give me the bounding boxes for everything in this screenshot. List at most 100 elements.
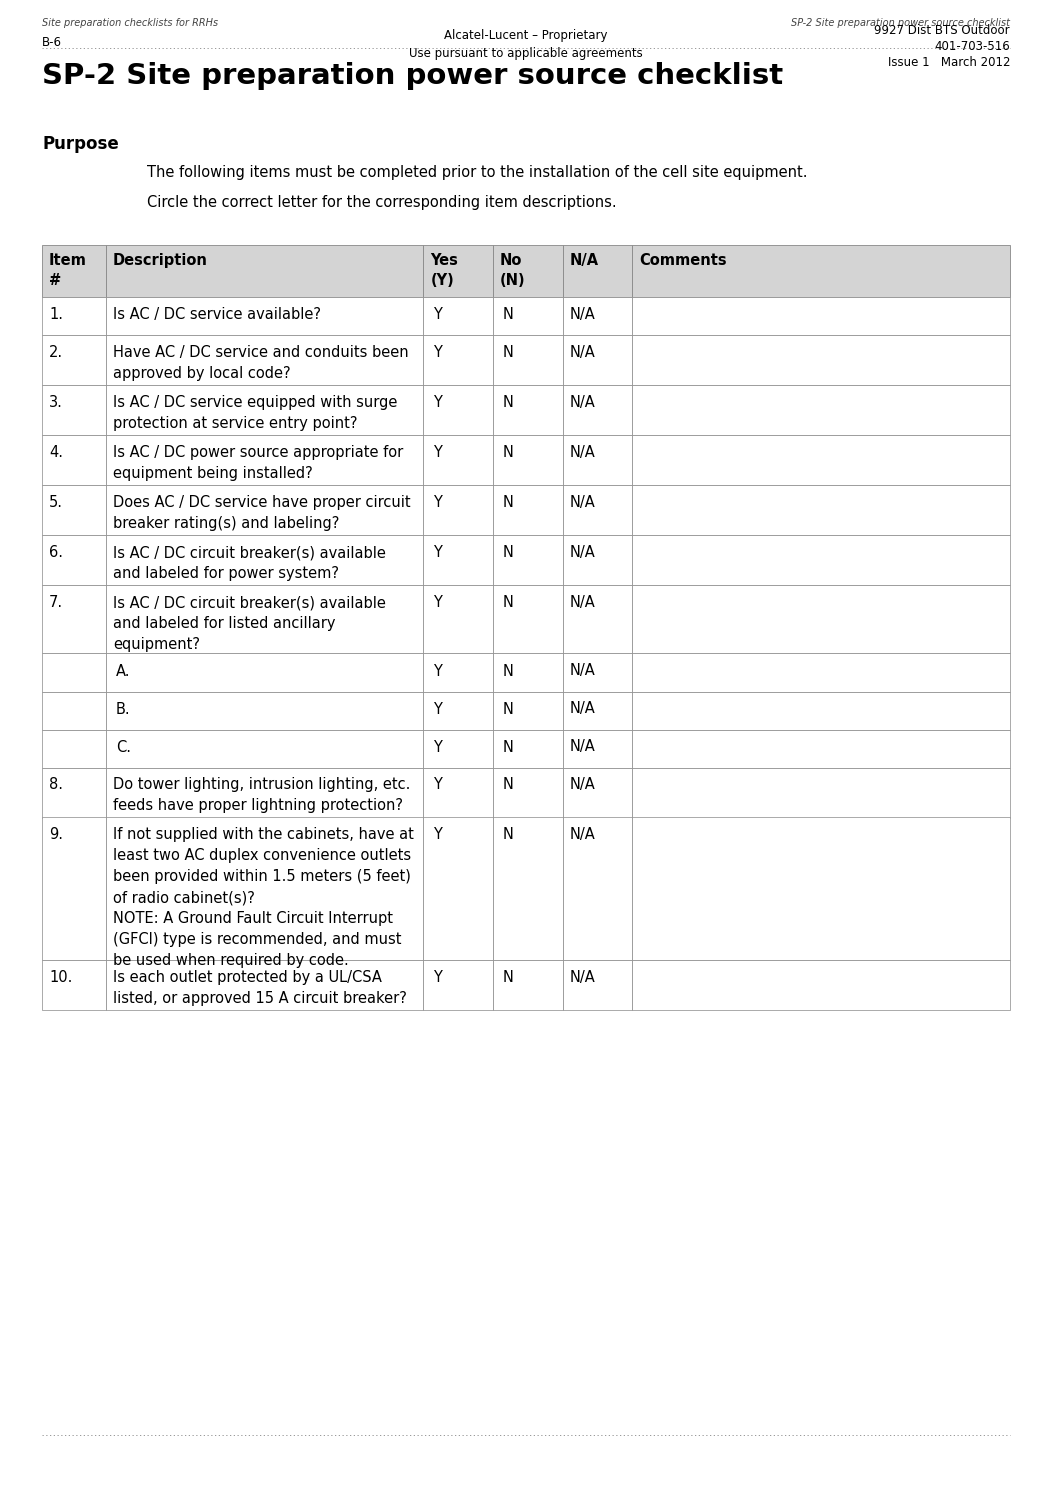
Bar — [493, 584, 563, 653]
Bar — [563, 767, 632, 818]
Bar — [493, 818, 563, 961]
Text: 10.: 10. — [49, 970, 73, 984]
Text: B-6: B-6 — [42, 36, 62, 49]
Text: N/A: N/A — [570, 595, 595, 610]
Text: Use pursuant to applicable agreements: Use pursuant to applicable agreements — [409, 46, 643, 59]
Text: 2.: 2. — [49, 345, 63, 360]
Bar — [42, 818, 106, 961]
Text: N/A: N/A — [570, 445, 595, 459]
Bar — [42, 767, 106, 818]
Text: Y: Y — [433, 663, 442, 678]
Text: N/A: N/A — [570, 778, 595, 793]
Bar — [42, 730, 106, 767]
Bar — [106, 245, 423, 297]
Bar — [632, 691, 1010, 730]
Bar — [106, 691, 423, 730]
Text: N: N — [503, 495, 514, 510]
Bar — [42, 653, 106, 691]
Bar — [493, 297, 563, 335]
Bar — [563, 653, 632, 691]
Bar — [42, 436, 106, 485]
Bar — [42, 297, 106, 335]
Text: Y: Y — [433, 345, 442, 360]
Bar — [493, 436, 563, 485]
Text: N/A: N/A — [570, 739, 595, 754]
Text: C.: C. — [116, 739, 130, 754]
Bar — [423, 653, 493, 691]
Bar — [493, 335, 563, 385]
Text: A.: A. — [116, 663, 130, 678]
Text: If not supplied with the cabinets, have at
least two AC duplex convenience outle: If not supplied with the cabinets, have … — [113, 827, 413, 968]
Bar — [423, 961, 493, 1010]
Text: Y: Y — [433, 778, 442, 793]
Bar — [423, 335, 493, 385]
Bar — [563, 535, 632, 584]
Text: N/A: N/A — [570, 663, 595, 678]
Text: N/A: N/A — [570, 702, 595, 717]
Text: N/A: N/A — [570, 345, 595, 360]
Bar — [493, 245, 563, 297]
Bar — [423, 818, 493, 961]
Text: Does AC / DC service have proper circuit
breaker rating(s) and labeling?: Does AC / DC service have proper circuit… — [113, 495, 410, 531]
Bar — [423, 767, 493, 818]
Bar — [632, 767, 1010, 818]
Text: Is AC / DC power source appropriate for
equipment being installed?: Is AC / DC power source appropriate for … — [113, 445, 403, 480]
Bar — [106, 767, 423, 818]
Bar — [106, 335, 423, 385]
Bar — [106, 653, 423, 691]
Bar — [563, 335, 632, 385]
Text: Is each outlet protected by a UL/CSA
listed, or approved 15 A circuit breaker?: Is each outlet protected by a UL/CSA lis… — [113, 970, 407, 1007]
Text: N: N — [503, 345, 514, 360]
Bar — [423, 297, 493, 335]
Text: N/A: N/A — [570, 546, 595, 561]
Text: N: N — [503, 778, 514, 793]
Text: Alcatel-Lucent – Proprietary: Alcatel-Lucent – Proprietary — [444, 30, 608, 43]
Text: Y: Y — [433, 595, 442, 610]
Bar — [42, 961, 106, 1010]
Bar — [632, 730, 1010, 767]
Bar — [42, 535, 106, 584]
Bar — [423, 691, 493, 730]
Text: Y: Y — [433, 445, 442, 459]
Bar — [563, 485, 632, 535]
Bar — [632, 535, 1010, 584]
Text: N/A: N/A — [570, 306, 595, 323]
Text: N: N — [503, 445, 514, 459]
Bar — [563, 961, 632, 1010]
Text: Y: Y — [433, 827, 442, 843]
Text: 7.: 7. — [49, 595, 63, 610]
Bar — [632, 961, 1010, 1010]
Text: N: N — [503, 827, 514, 843]
Text: N/A: N/A — [570, 253, 599, 268]
Text: 8.: 8. — [49, 778, 63, 793]
Bar — [106, 436, 423, 485]
Bar — [106, 730, 423, 767]
Text: 6.: 6. — [49, 546, 63, 561]
Bar — [106, 297, 423, 335]
Bar — [42, 385, 106, 436]
Bar — [632, 653, 1010, 691]
Bar — [563, 297, 632, 335]
Bar — [106, 535, 423, 584]
Text: N: N — [503, 970, 514, 984]
Text: N: N — [503, 306, 514, 323]
Bar — [423, 485, 493, 535]
Bar — [632, 436, 1010, 485]
Text: Is AC / DC circuit breaker(s) available
and labeled for power system?: Is AC / DC circuit breaker(s) available … — [113, 546, 386, 581]
Bar — [493, 385, 563, 436]
Bar — [42, 485, 106, 535]
Bar — [563, 245, 632, 297]
Bar — [563, 436, 632, 485]
Text: N: N — [503, 546, 514, 561]
Text: Have AC / DC service and conduits been
approved by local code?: Have AC / DC service and conduits been a… — [113, 345, 408, 381]
Bar — [42, 691, 106, 730]
Text: N/A: N/A — [570, 495, 595, 510]
Bar — [563, 730, 632, 767]
Bar — [632, 385, 1010, 436]
Text: Y: Y — [433, 306, 442, 323]
Bar — [423, 730, 493, 767]
Text: Do tower lighting, intrusion lighting, etc.
feeds have proper lightning protecti: Do tower lighting, intrusion lighting, e… — [113, 778, 410, 813]
Text: 3.: 3. — [49, 396, 63, 410]
Bar — [632, 485, 1010, 535]
Text: Yes
(Y): Yes (Y) — [430, 253, 459, 288]
